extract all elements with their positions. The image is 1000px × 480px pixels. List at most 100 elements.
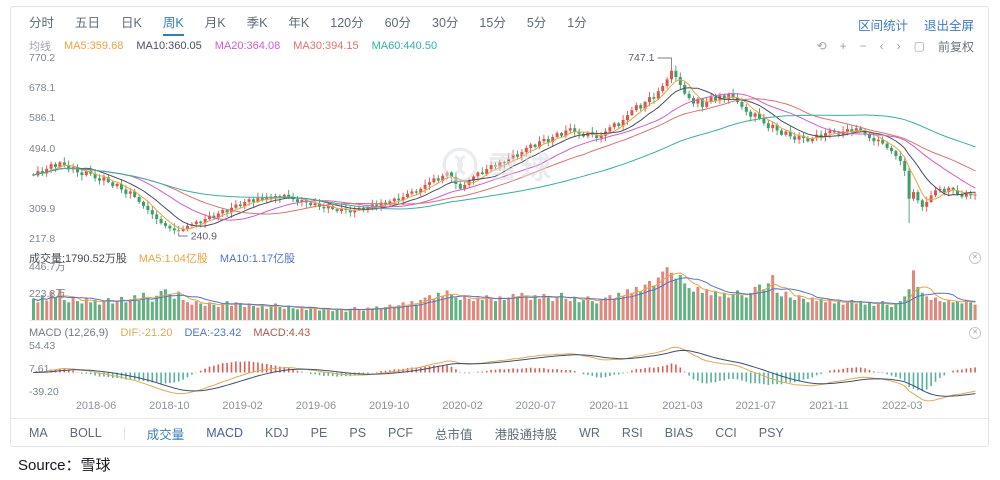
period-tab-120分[interactable]: 120分 <box>330 16 364 30</box>
volume-bar[interactable] <box>348 308 352 320</box>
volume-bar[interactable] <box>221 303 225 320</box>
volume-bar[interactable] <box>634 286 638 320</box>
pan-left-icon[interactable]: ‹ <box>879 39 884 53</box>
candle-body[interactable] <box>181 229 185 231</box>
candle-body[interactable] <box>221 210 225 214</box>
volume-bar[interactable] <box>445 290 449 320</box>
volume-bar[interactable] <box>863 304 867 320</box>
candle-body[interactable] <box>388 201 392 205</box>
volume-bar[interactable] <box>212 304 216 320</box>
volume-bar[interactable] <box>538 298 541 320</box>
candle-body[interactable] <box>428 182 431 185</box>
candle-body[interactable] <box>841 131 845 135</box>
candle-body[interactable] <box>234 204 238 208</box>
candle-body[interactable] <box>744 106 748 112</box>
volume-bar[interactable] <box>925 296 929 320</box>
candle-body[interactable] <box>58 162 62 167</box>
volume-bar[interactable] <box>740 295 744 320</box>
candle-body[interactable] <box>912 192 915 199</box>
candle-body[interactable] <box>815 134 819 138</box>
volume-bar[interactable] <box>819 298 823 320</box>
candle-body[interactable] <box>318 203 321 207</box>
candle-body[interactable] <box>133 191 137 197</box>
candle-body[interactable] <box>608 127 612 132</box>
candle-body[interactable] <box>511 154 515 159</box>
volume-bar[interactable] <box>639 291 643 320</box>
candle-body[interactable] <box>142 201 145 206</box>
volume-bar[interactable] <box>120 296 123 320</box>
candle-body[interactable] <box>40 171 44 174</box>
volume-bar[interactable] <box>84 297 88 320</box>
volume-bar[interactable] <box>564 298 568 320</box>
candle-body[interactable] <box>925 201 929 207</box>
candle-body[interactable] <box>938 188 942 191</box>
candle-body[interactable] <box>54 164 57 167</box>
volume-bar[interactable] <box>458 299 462 320</box>
candle-body[interactable] <box>450 172 453 178</box>
candle-body[interactable] <box>824 133 827 137</box>
indicator-tab-港股通持股[interactable]: 港股通持股 <box>494 427 558 442</box>
volume-bar[interactable] <box>71 296 75 320</box>
volume-bar[interactable] <box>599 299 603 320</box>
candle-body[interactable] <box>366 206 370 211</box>
candle-body[interactable] <box>533 144 537 147</box>
volume-bar[interactable] <box>815 301 819 320</box>
volume-bar[interactable] <box>942 302 946 320</box>
candle-body[interactable] <box>780 130 783 135</box>
volume-bar[interactable] <box>159 291 163 320</box>
candle-body[interactable] <box>397 198 401 201</box>
volume-bar[interactable] <box>472 301 475 320</box>
volume-bar[interactable] <box>282 308 286 320</box>
candle-body[interactable] <box>441 175 445 181</box>
zoom-out-icon[interactable]: − <box>859 39 867 53</box>
candle-body[interactable] <box>230 207 233 213</box>
candle-body[interactable] <box>524 147 528 153</box>
volume-bar[interactable] <box>274 303 277 320</box>
volume-bar[interactable] <box>520 292 524 320</box>
volume-bar[interactable] <box>793 299 797 320</box>
volume-bar[interactable] <box>859 301 863 320</box>
volume-bar[interactable] <box>186 302 189 320</box>
candle-body[interactable] <box>564 130 568 136</box>
volume-bar[interactable] <box>36 302 40 320</box>
candle-body[interactable] <box>128 191 132 194</box>
volume-bar[interactable] <box>441 296 445 320</box>
candle-body[interactable] <box>32 174 35 176</box>
candle-body[interactable] <box>617 123 621 126</box>
candle-body[interactable] <box>692 98 695 104</box>
candle-body[interactable] <box>322 206 326 209</box>
candle-body[interactable] <box>793 136 797 140</box>
candle-body[interactable] <box>762 118 766 124</box>
volume-bar[interactable] <box>692 291 695 320</box>
candle-body[interactable] <box>331 205 335 210</box>
candle-body[interactable] <box>76 167 79 173</box>
volume-bar[interactable] <box>722 292 726 320</box>
volume-bar[interactable] <box>608 295 612 320</box>
volume-bar[interactable] <box>326 309 330 320</box>
candle-body[interactable] <box>648 97 651 102</box>
candle-body[interactable] <box>379 202 383 206</box>
volume-bar[interactable] <box>489 298 493 320</box>
candle-body[interactable] <box>410 191 414 194</box>
volume-bar[interactable] <box>568 301 572 320</box>
candle-body[interactable] <box>687 93 691 99</box>
volume-bar[interactable] <box>542 293 546 320</box>
candle-body[interactable] <box>362 207 365 211</box>
volume-bar[interactable] <box>956 301 959 320</box>
candle-body[interactable] <box>516 154 519 157</box>
candle-body[interactable] <box>661 85 665 92</box>
volume-bar[interactable] <box>621 296 625 320</box>
candle-body[interactable] <box>898 156 902 161</box>
candle-body[interactable] <box>973 194 977 196</box>
candle-body[interactable] <box>678 77 682 85</box>
volume-bar[interactable] <box>907 289 911 320</box>
volume-bar[interactable] <box>414 304 418 320</box>
period-tab-五日[interactable]: 五日 <box>75 16 101 30</box>
volume-bar[interactable] <box>168 293 172 320</box>
candle-body[interactable] <box>111 182 115 187</box>
volume-bar[interactable] <box>806 302 810 320</box>
volume-bar[interactable] <box>225 301 229 320</box>
candle-body[interactable] <box>454 177 458 184</box>
candle-body[interactable] <box>868 133 871 139</box>
volume-bar[interactable] <box>89 302 93 320</box>
